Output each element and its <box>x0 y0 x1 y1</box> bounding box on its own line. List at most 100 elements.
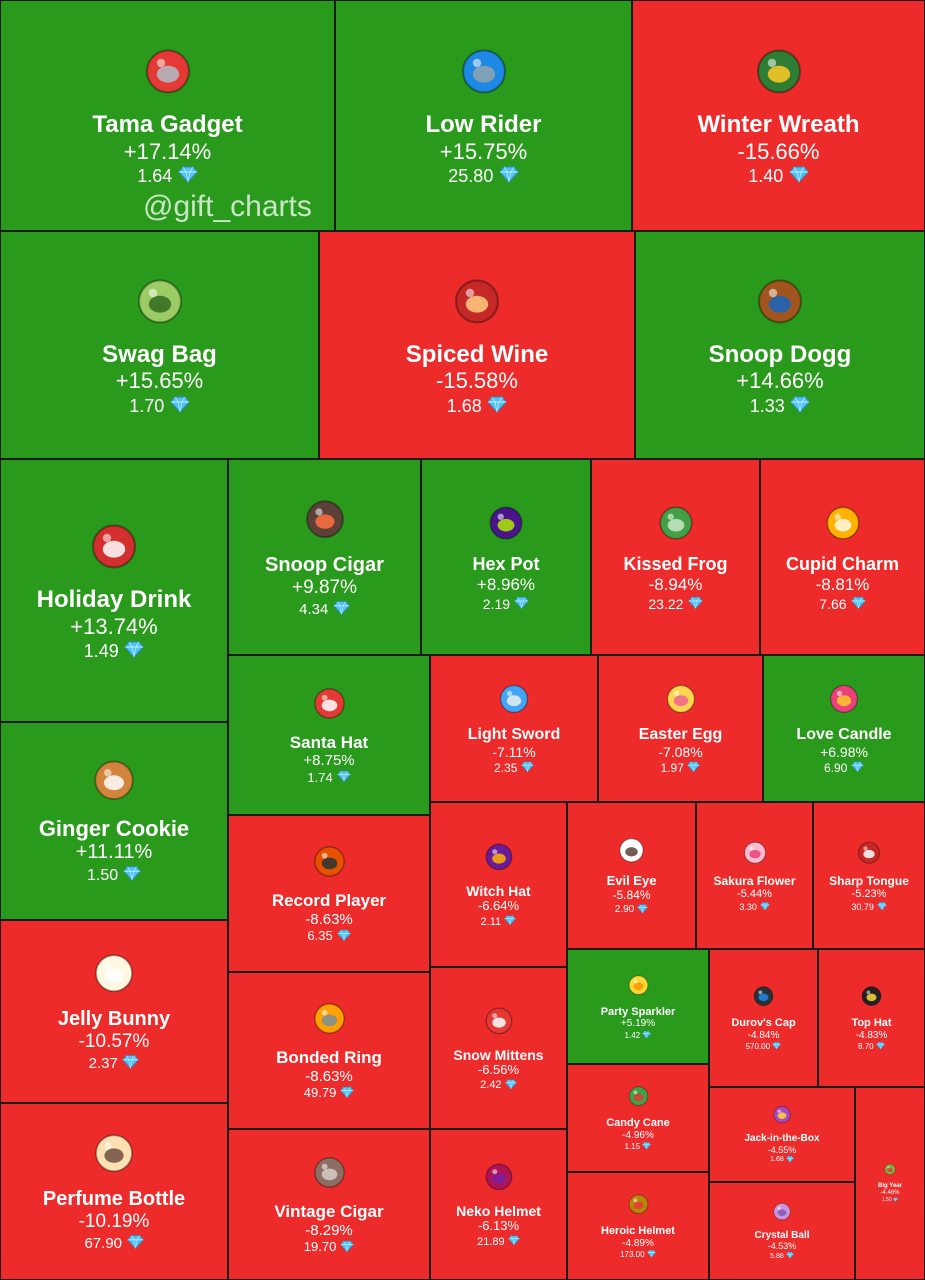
treemap-tile[interactable]: Candy Cane -4.96% 1.15 <box>567 1064 709 1172</box>
tile-name: Durov's Cap <box>731 1017 796 1030</box>
treemap-tile[interactable]: Perfume Bottle -10.19% 67.90 <box>0 1103 228 1280</box>
tile-price: 2.90 <box>614 904 635 916</box>
treemap-tile[interactable]: Bonded Ring -8.63% 49.79 <box>228 972 430 1129</box>
tile-change: -4.96% <box>622 1129 654 1141</box>
diamond-icon <box>124 639 144 664</box>
tile-change: +8.75% <box>303 752 355 770</box>
tile-price-row: 7.66 <box>819 595 866 613</box>
tile-name: Witch Hat <box>466 883 531 900</box>
tile-change: +6.98% <box>820 744 868 761</box>
treemap-tile[interactable]: Snow Mittens -6.56% 2.42 <box>430 967 567 1129</box>
treemap-tile[interactable]: Cupid Charm -8.81% 7.66 <box>760 459 925 655</box>
tile-price: 30.79 <box>851 902 874 913</box>
treemap-tile[interactable]: Swag Bag +15.65% 1.70 <box>0 231 319 459</box>
treemap-tile[interactable]: Spiced Wine -15.58% 1.68 <box>319 231 635 459</box>
tile-change: +17.14% <box>123 138 212 164</box>
diamond-icon <box>126 1233 144 1254</box>
tile-price: 2.19 <box>482 595 511 612</box>
treemap-tile[interactable]: Sharp Tongue -5.23% 30.79 <box>813 802 925 949</box>
diamond-icon <box>893 1197 899 1205</box>
tile-price: 19.70 <box>303 1239 337 1255</box>
mittens-icon <box>482 1003 516 1042</box>
diamond-icon <box>687 595 703 613</box>
tile-price: 49.79 <box>303 1085 337 1101</box>
treemap-tile[interactable]: Heroic Helmet -4.89% 173.00 <box>567 1172 709 1280</box>
treemap-tile[interactable]: Winter Wreath -15.66% 1.40 <box>632 0 925 231</box>
vintage-cigar-icon <box>310 1152 349 1196</box>
tile-change: -8.81% <box>815 575 870 595</box>
tile-price-row: 1.50 <box>882 1197 899 1205</box>
treemap-tile[interactable]: Hex Pot +8.96% 2.19 <box>421 459 591 655</box>
tile-name: Bonded Ring <box>276 1048 382 1068</box>
treemap-tile[interactable]: Evil Eye -5.84% 2.90 <box>567 802 696 949</box>
treemap-tile[interactable]: Light Sword -7.11% 2.35 <box>430 655 598 802</box>
tile-change: +11.11% <box>75 841 153 864</box>
tile-name: Big Year <box>878 1183 902 1190</box>
tile-change: -10.57% <box>78 1031 150 1053</box>
tile-price-row: 25.80 <box>448 164 519 189</box>
treemap-tile[interactable]: Vintage Cigar -8.29% 19.70 <box>228 1129 430 1280</box>
treemap-tile[interactable]: Snoop Cigar +9.87% 4.34 <box>228 459 421 655</box>
tile-price-row: 2.19 <box>483 595 529 613</box>
treemap-tile[interactable]: Easter Egg -7.08% 1.97 <box>598 655 763 802</box>
diamond-icon <box>178 164 198 189</box>
tile-price: 173.00 <box>620 1250 645 1260</box>
treemap-tile[interactable]: Jack-in-the-Box -4.55% 1.68 <box>709 1087 855 1182</box>
treemap-tile[interactable]: Durov's Cap -4.84% 570.00 <box>709 949 818 1087</box>
tile-change: -15.66% <box>737 138 820 164</box>
treemap-tile[interactable]: Record Player -8.63% 6.35 <box>228 815 430 972</box>
santa-hat-icon <box>310 683 349 727</box>
tile-name: Snoop Dogg <box>708 340 852 368</box>
helmet-icon <box>482 1159 516 1198</box>
tile-price-row: 1.15 <box>625 1141 652 1152</box>
tile-name: Heroic Helmet <box>601 1225 675 1238</box>
treemap-tile[interactable]: Holiday Drink +13.74% 1.49 <box>0 459 228 722</box>
treemap-tile[interactable]: Neko Helmet -6.13% 21.89 <box>430 1129 567 1280</box>
treemap-tile[interactable]: Big Year -4.46% 1.50 <box>855 1087 925 1280</box>
diamond-icon <box>642 1030 652 1041</box>
tile-price: 1.50 <box>87 866 119 884</box>
treemap-tile[interactable]: Top Hat -4.83% 8.70 <box>818 949 925 1087</box>
treemap-tile[interactable]: Low Rider +15.75% 25.80 <box>335 0 632 231</box>
tile-change: -5.84% <box>612 887 651 902</box>
treemap-tile[interactable]: Ginger Cookie +11.11% 1.50 <box>0 722 228 920</box>
tile-name: Jack-in-the-Box <box>744 1133 820 1145</box>
diamond-icon <box>340 1085 354 1103</box>
record-player-icon <box>310 841 349 885</box>
frog-icon <box>655 501 697 548</box>
cap-icon <box>751 983 776 1013</box>
swag-bag-icon <box>132 272 188 333</box>
treemap-tile[interactable]: Snoop Dogg +14.66% 1.33 <box>635 231 925 459</box>
diamond-icon <box>505 1078 517 1094</box>
tile-price: 21.89 <box>477 1235 505 1248</box>
witch-hat-icon <box>482 839 516 878</box>
diamond-icon <box>514 595 529 613</box>
tile-change: +15.65% <box>115 368 204 394</box>
treemap-tile[interactable]: Jelly Bunny -10.57% 2.37 <box>0 920 228 1103</box>
tile-change: +8.96% <box>476 575 536 595</box>
treemap-tile[interactable]: Kissed Frog -8.94% 23.22 <box>591 459 760 655</box>
treemap-tile[interactable]: Crystal Ball -4.53% 5.88 <box>709 1182 855 1280</box>
treemap-tile[interactable]: Party Sparkler +5.19% 1.42 <box>567 949 709 1064</box>
treemap-tile[interactable]: Love Candle +6.98% 6.90 <box>763 655 925 802</box>
treemap-tile[interactable]: Sakura Flower -5.44% 3.30 <box>696 802 813 949</box>
jack-box-icon <box>771 1103 793 1130</box>
tile-change: -7.08% <box>658 744 703 761</box>
treemap-tile[interactable]: Witch Hat -6.64% 2.11 <box>430 802 567 967</box>
tile-price-row: 5.88 <box>770 1251 794 1262</box>
diamond-icon <box>637 903 649 918</box>
tile-price-row: 23.22 <box>648 595 703 613</box>
tile-price-row: 6.35 <box>307 928 351 946</box>
treemap-tile[interactable]: Santa Hat +8.75% 1.74 <box>228 655 430 815</box>
tile-price-row: 30.79 <box>851 901 887 913</box>
tile-price: 25.80 <box>448 166 494 187</box>
diamond-icon <box>336 769 351 787</box>
crystal-ball-icon <box>771 1200 793 1227</box>
treemap-tile[interactable]: Tama Gadget +17.14% 1.64 <box>0 0 335 231</box>
tile-name: Winter Wreath <box>697 111 860 139</box>
tile-price: 1.97 <box>660 760 684 775</box>
tile-price-row: 1.70 <box>129 394 190 419</box>
tile-name: Candy Cane <box>606 1117 670 1130</box>
tile-price-row: 21.89 <box>477 1234 520 1250</box>
tile-price-row: 2.37 <box>89 1053 140 1074</box>
